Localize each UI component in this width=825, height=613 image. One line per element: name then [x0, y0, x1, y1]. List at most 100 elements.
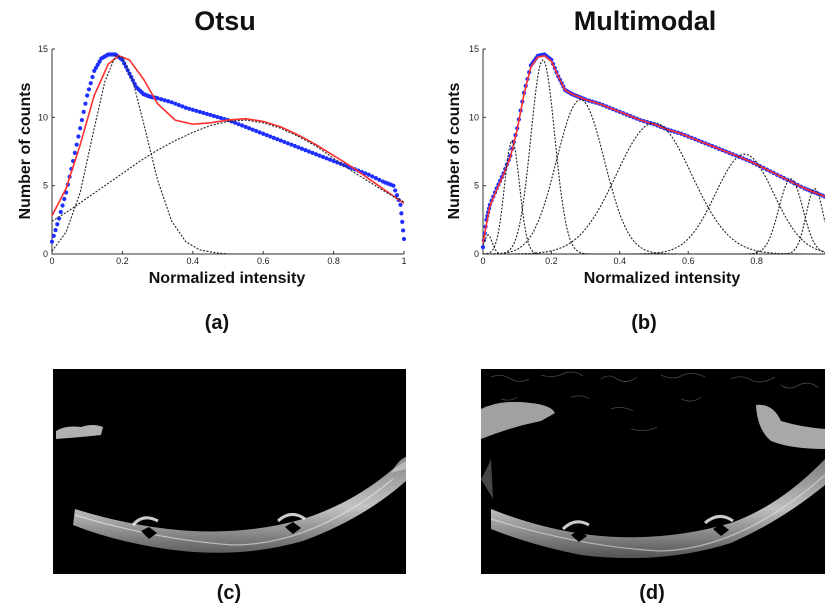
x-tick-label: 0.4	[614, 256, 627, 266]
histogram-point	[190, 107, 195, 112]
y-tick-label: 10	[38, 112, 48, 122]
x-tick-label: 0.6	[257, 256, 270, 266]
gaussian-component-line	[483, 178, 825, 255]
histogram-point	[299, 146, 305, 151]
x-tick-label: 0.6	[682, 256, 695, 266]
histogram-point	[162, 98, 167, 103]
histogram-point	[211, 113, 217, 119]
histogram-point	[264, 133, 269, 138]
segmentation-multimodal-graphic	[481, 369, 825, 574]
histogram-point	[123, 64, 129, 69]
gaussian-component-line	[483, 187, 825, 255]
histogram-point	[331, 158, 336, 164]
gaussian-component-line	[482, 139, 825, 255]
histogram-point	[335, 160, 340, 165]
histogram-point	[268, 134, 273, 139]
histogram-point	[271, 135, 276, 140]
histogram-point	[187, 106, 192, 111]
histogram-point	[173, 101, 178, 106]
histogram-point	[373, 176, 378, 181]
histogram-point	[363, 171, 368, 176]
axes-frame	[51, 49, 404, 255]
histogram-point	[391, 183, 396, 188]
gaussian-component-line	[51, 55, 404, 255]
y-tick-label: 0	[474, 249, 479, 259]
histogram-point	[86, 87, 92, 92]
histogram-point	[239, 123, 245, 128]
histogram-point	[55, 222, 60, 227]
histogram-point	[92, 68, 97, 73]
histogram-point	[236, 122, 241, 127]
histogram-point	[218, 115, 224, 121]
histogram-point	[243, 124, 248, 129]
histogram-point	[401, 236, 407, 242]
histogram-point	[320, 154, 326, 160]
x-axis-label: Normalized intensity	[584, 270, 741, 287]
histogram-point	[204, 111, 209, 117]
x-tick-label: 0.8	[327, 256, 340, 266]
axes-frame	[482, 49, 825, 255]
histogram-point	[282, 139, 287, 145]
chart-title-otsu: Otsu	[194, 6, 256, 36]
segmentation-otsu-graphic	[53, 369, 406, 574]
histogram-point	[88, 81, 93, 86]
histogram-point	[275, 137, 280, 142]
histogram-point	[197, 109, 202, 114]
y-tick-label: 0	[43, 249, 48, 259]
histogram-point	[254, 128, 259, 134]
histogram-point	[72, 150, 77, 155]
histogram-point	[261, 131, 266, 136]
x-tick-label: 0.4	[187, 256, 200, 266]
histogram-point	[169, 100, 174, 105]
histogram-series	[49, 52, 407, 244]
histogram-point	[49, 239, 55, 244]
histogram-point	[250, 127, 255, 132]
x-tick-label: 0	[49, 256, 54, 266]
histogram-point	[53, 227, 58, 233]
histogram-point	[327, 157, 333, 162]
histogram-point	[97, 59, 102, 64]
y-axis-label: Number of counts	[446, 82, 463, 219]
histogram-point	[278, 138, 283, 143]
y-tick-label: 10	[469, 112, 479, 122]
histogram-point	[76, 134, 81, 139]
histogram-point	[176, 102, 181, 108]
gaussian-component-line	[483, 153, 825, 255]
histogram-series	[480, 52, 825, 250]
histogram-point	[62, 196, 67, 202]
histogram-point	[159, 97, 164, 102]
x-axis-label: Normalized intensity	[149, 270, 306, 287]
histogram-point	[310, 150, 315, 155]
histogram-point	[208, 112, 213, 118]
histogram-point	[93, 65, 99, 70]
histogram-point	[74, 142, 79, 147]
gaussian-component-line	[483, 122, 825, 255]
histogram-point	[399, 211, 404, 216]
histogram-point	[370, 174, 375, 179]
histogram-point	[51, 233, 56, 238]
x-tick-label: 0.2	[116, 256, 129, 266]
histogram-point	[366, 172, 371, 177]
chart-otsu: 0 5 10 15 0 0.2 0.4 0.6 0.8 1 Normalized intensity…	[17, 44, 407, 287]
histogram-point	[289, 142, 294, 147]
histogram-point	[306, 149, 312, 154]
histogram-point	[78, 126, 83, 131]
y-axis-label: Number of counts	[17, 82, 34, 219]
histogram-point	[398, 202, 403, 207]
caption-c: (c)	[216, 582, 242, 604]
gaussian-component-line	[483, 59, 825, 255]
histogram-point	[292, 143, 297, 149]
histogram-point	[166, 99, 171, 104]
y-tick-label: 5	[43, 181, 48, 191]
histogram-point	[85, 93, 90, 98]
histogram-point	[394, 193, 400, 198]
histogram-point	[180, 104, 185, 109]
histogram-point	[247, 126, 252, 131]
histogram-point	[183, 105, 188, 110]
histogram-point	[480, 245, 486, 250]
fit-line	[482, 54, 825, 244]
histogram-point	[296, 145, 301, 150]
segmentation-image-multimodal	[481, 369, 825, 574]
histogram-point	[194, 108, 199, 113]
gaussian-component-line	[51, 119, 405, 222]
